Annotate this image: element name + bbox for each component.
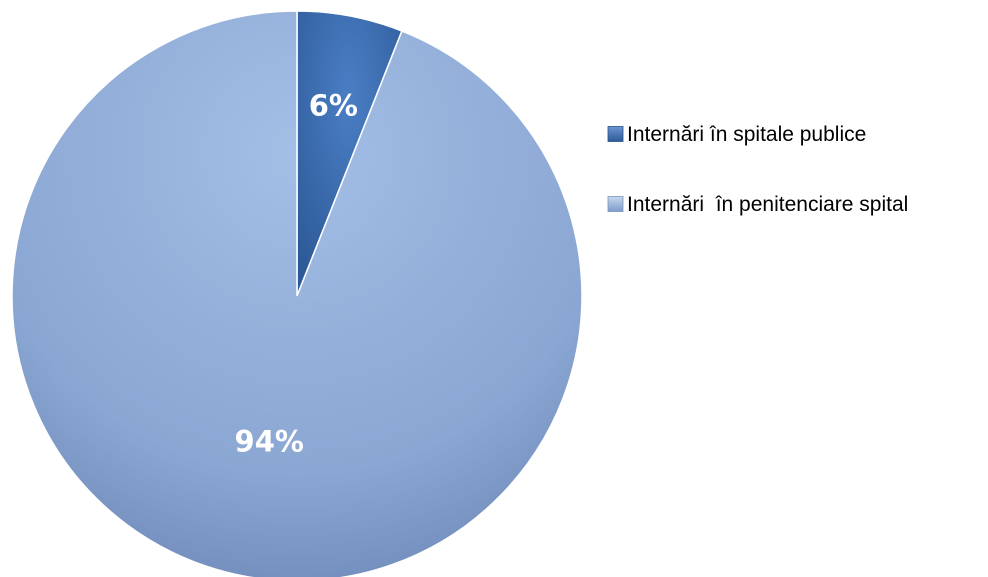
legend-label-0: Internări în spitale publice [627,123,866,146]
legend-swatch-1 [607,196,624,212]
data-labels: 6% 94% [235,89,358,459]
pie-slice-1 [11,10,583,577]
legend-label-1: Internări în penitenciare spital [627,193,908,216]
data-label-0: 6% [309,89,358,123]
data-label-1: 94% [235,425,304,459]
legend-swatch-0 [607,126,624,142]
legend: Internări în spitale publice Internări în… [607,123,908,216]
pie-slices [11,10,583,577]
